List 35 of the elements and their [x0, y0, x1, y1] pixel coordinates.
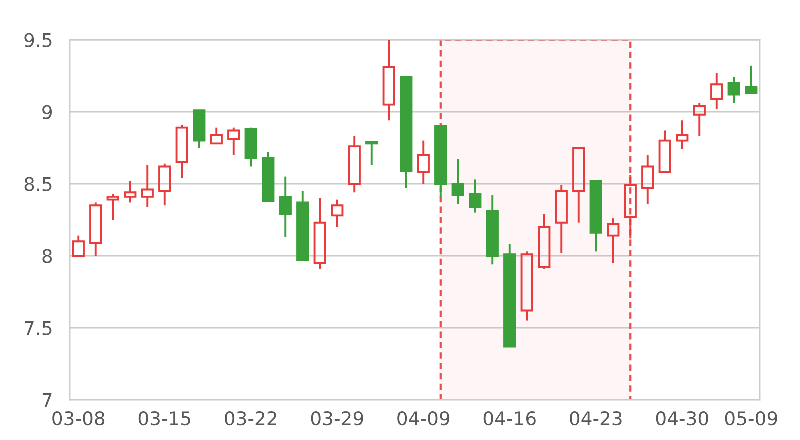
candlestick [572, 147, 586, 224]
y-tick-label: 7.5 [25, 321, 52, 336]
candlestick [676, 120, 689, 150]
x-tick-label: 04-23 [570, 411, 622, 426]
candlestick [348, 136, 361, 194]
x-tick-label: 03-22 [225, 411, 276, 426]
y-tick-label: 9 [42, 105, 52, 120]
candlestick [279, 176, 292, 238]
x-tick-label: 03-15 [138, 411, 190, 426]
y-tick-label: 8.5 [24, 177, 52, 192]
y-tick-label: 7 [42, 393, 52, 408]
x-tick-label: 04-16 [484, 411, 536, 426]
candlestick [382, 40, 396, 122]
candlestick [590, 180, 602, 253]
candlestick [624, 174, 637, 240]
candlestick [366, 141, 378, 166]
candlestick [504, 244, 516, 348]
candlestick [417, 140, 430, 185]
candlestick [658, 130, 672, 174]
x-tick-label: 03-08 [52, 411, 105, 426]
candlestick [710, 72, 724, 110]
y-tick-label: 8 [42, 249, 52, 264]
x-tick-label: 04-09 [398, 411, 450, 426]
candlestick [434, 125, 448, 198]
candlestick [642, 154, 654, 206]
x-tick-label: 03-29 [311, 411, 364, 426]
candlestick [452, 158, 464, 206]
candlestick [296, 190, 310, 262]
candlestick [141, 164, 154, 208]
candlestick [486, 194, 499, 266]
x-tick-label: 05-09 [725, 411, 778, 426]
x-tick-label: 04-30 [656, 411, 708, 426]
candlestick [745, 64, 758, 94]
candlestick [400, 76, 413, 190]
y-tick-label: 9.5 [24, 33, 52, 48]
